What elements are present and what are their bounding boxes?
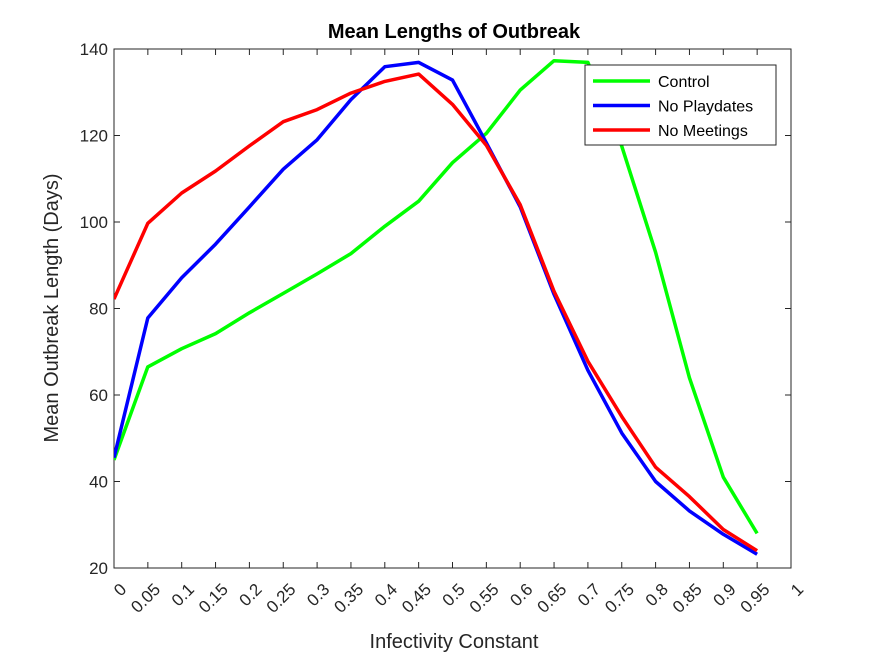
chart-title: Mean Lengths of Outbreak [328, 21, 581, 43]
series-lines [114, 58, 759, 556]
series-line-control [114, 58, 759, 535]
y-axis-title: Mean Outbreak Length (Days) [41, 173, 63, 442]
legend: Control No Playdates No Meetings [584, 64, 777, 146]
y-tick-label: 20 [89, 559, 108, 578]
y-axis: 20 40 60 80 100 120 140 [80, 40, 791, 578]
y-tick-label: 60 [89, 386, 108, 405]
y-tick-label: 100 [80, 213, 108, 232]
series-line-no-playdates [114, 60, 758, 556]
y-tick-label: 40 [89, 473, 108, 492]
legend-label-no-meetings: No Meetings [658, 123, 748, 140]
legend-label-control: Control [658, 74, 710, 91]
legend-label-no-playdates: No Playdates [658, 99, 753, 116]
y-tick-label: 80 [89, 300, 108, 319]
y-tick-label: 140 [80, 40, 108, 59]
y-tick-label: 120 [80, 127, 108, 146]
series-line-no-meetings [114, 72, 759, 553]
x-axis-title: Infectivity Constant [370, 631, 539, 653]
